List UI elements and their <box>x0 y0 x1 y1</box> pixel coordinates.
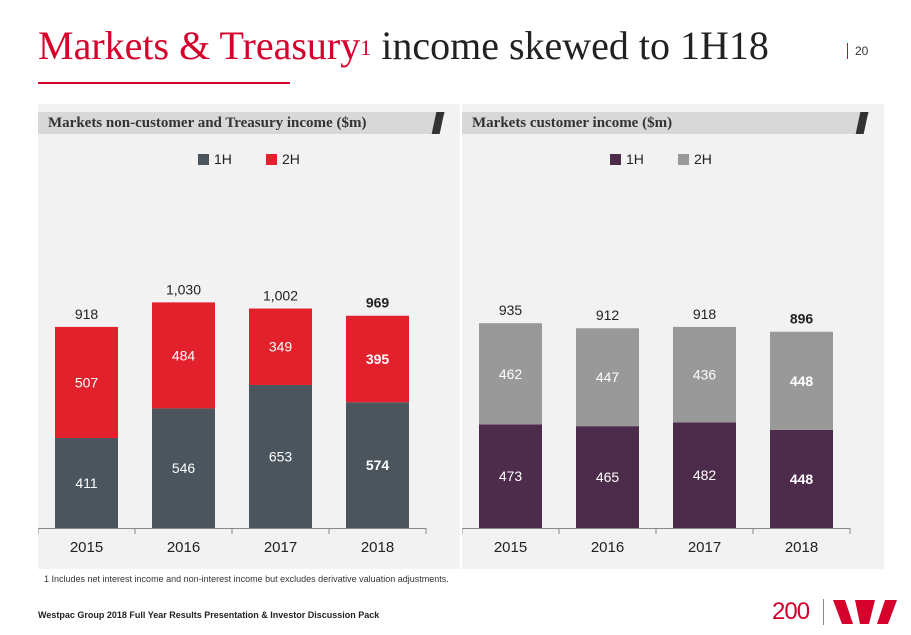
x-tick-label-2017: 2017 <box>264 539 297 556</box>
data-label-1h-2017: 653 <box>269 448 293 464</box>
chart-title-left: Markets non-customer and Treasury income… <box>48 115 367 131</box>
data-label-1h-2015: 411 <box>75 475 98 491</box>
bar-1h-2018 <box>770 429 833 528</box>
legend-swatch-2h <box>266 154 277 165</box>
x-tick-label-2017: 2017 <box>688 539 721 556</box>
westpac-w-logo-icon <box>833 600 897 624</box>
legend-label-2h: 2H <box>694 151 712 167</box>
bar-1h-2016 <box>152 408 215 528</box>
legend-label-2h: 2H <box>282 151 300 167</box>
data-label-1h-2016: 546 <box>172 460 196 476</box>
total-label-2015: 918 <box>75 306 99 322</box>
bar-2h-2017 <box>249 308 312 385</box>
data-label-2h-2016: 447 <box>596 369 620 385</box>
x-tick-label-2015: 2015 <box>70 539 103 556</box>
bar-2h-2018 <box>346 315 409 403</box>
total-label-2016: 1,030 <box>166 281 201 297</box>
x-tick-label-2015: 2015 <box>494 539 527 556</box>
chart-panel-left: Markets non-customer and Treasury income… <box>38 104 460 569</box>
bar-2h-2018 <box>770 331 833 430</box>
page-title: Markets & Treasury1 income skewed to 1H1… <box>38 22 769 70</box>
data-label-2h-2018: 448 <box>790 373 814 389</box>
x-tick-label-2016: 2016 <box>167 539 200 556</box>
legend-label-1h: 1H <box>626 151 644 167</box>
bar-1h-2018 <box>346 402 409 528</box>
x-tick-label-2018: 2018 <box>361 539 394 556</box>
data-label-2h-2015: 462 <box>499 366 523 382</box>
bar-2h-2015 <box>479 323 542 425</box>
data-label-1h-2018: 574 <box>366 457 390 473</box>
total-label-2018: 969 <box>366 295 390 311</box>
logo-divider <box>823 599 824 625</box>
footer-text: Westpac Group 2018 Full Year Results Pre… <box>38 610 380 620</box>
total-label-2017: 1,002 <box>263 288 298 304</box>
data-label-2h-2015: 507 <box>75 374 99 390</box>
chart-header-left: Markets non-customer and Treasury income… <box>38 112 446 134</box>
bar-2h-2016 <box>152 302 215 409</box>
title-footnote-marker: 1 <box>360 35 372 60</box>
data-label-1h-2016: 465 <box>596 469 620 485</box>
legend-swatch-1h <box>198 154 209 165</box>
title-rest: income skewed to 1H18 <box>371 23 769 68</box>
page-number: 20 <box>847 43 868 59</box>
chart-panel-right: Markets customer income ($m) 1H 2H 473 462 9… <box>462 104 884 569</box>
data-label-2h-2017: 349 <box>269 339 293 355</box>
data-label-2h-2018: 395 <box>366 351 390 367</box>
title-red-part: Markets & Treasury <box>38 23 361 68</box>
bar-1h-2017 <box>249 384 312 528</box>
footnote: 1 Includes net interest income and non-i… <box>44 574 449 584</box>
data-label-1h-2017: 482 <box>693 467 717 483</box>
total-label-2015: 935 <box>499 302 523 318</box>
chart-title-right: Markets customer income ($m) <box>472 115 673 131</box>
bar-2h-2015 <box>55 326 118 438</box>
bar-1h-2015 <box>55 437 118 528</box>
westpac-200-logo: 200 <box>772 598 810 625</box>
bar-2h-2017 <box>673 326 736 423</box>
data-label-1h-2015: 473 <box>499 468 523 484</box>
legend-swatch-1h <box>610 154 621 165</box>
legend-swatch-2h <box>678 154 689 165</box>
total-label-2016: 912 <box>596 307 620 323</box>
data-label-1h-2018: 448 <box>790 471 814 487</box>
bar-1h-2016 <box>576 426 639 528</box>
chart-header-right: Markets customer income ($m) <box>462 112 870 134</box>
data-label-2h-2016: 484 <box>172 347 196 363</box>
data-label-2h-2017: 436 <box>693 367 717 383</box>
x-tick-label-2018: 2018 <box>785 539 818 556</box>
stacked-bar-chart-left: 1H 2H 411 507 918 2015 546 484 1,030 2016 653 349 1,… <box>38 151 427 556</box>
bar-1h-2015 <box>479 424 542 528</box>
bar-2h-2016 <box>576 328 639 427</box>
total-label-2018: 896 <box>790 311 814 327</box>
bar-1h-2017 <box>673 422 736 528</box>
total-label-2017: 918 <box>693 306 717 322</box>
legend-label-1h: 1H <box>214 151 232 167</box>
stacked-bar-chart-right: 1H 2H 473 462 935 2015 465 447 912 2016 482 436 918 2… <box>462 151 851 556</box>
title-underline <box>38 82 290 84</box>
x-tick-label-2016: 2016 <box>591 539 624 556</box>
